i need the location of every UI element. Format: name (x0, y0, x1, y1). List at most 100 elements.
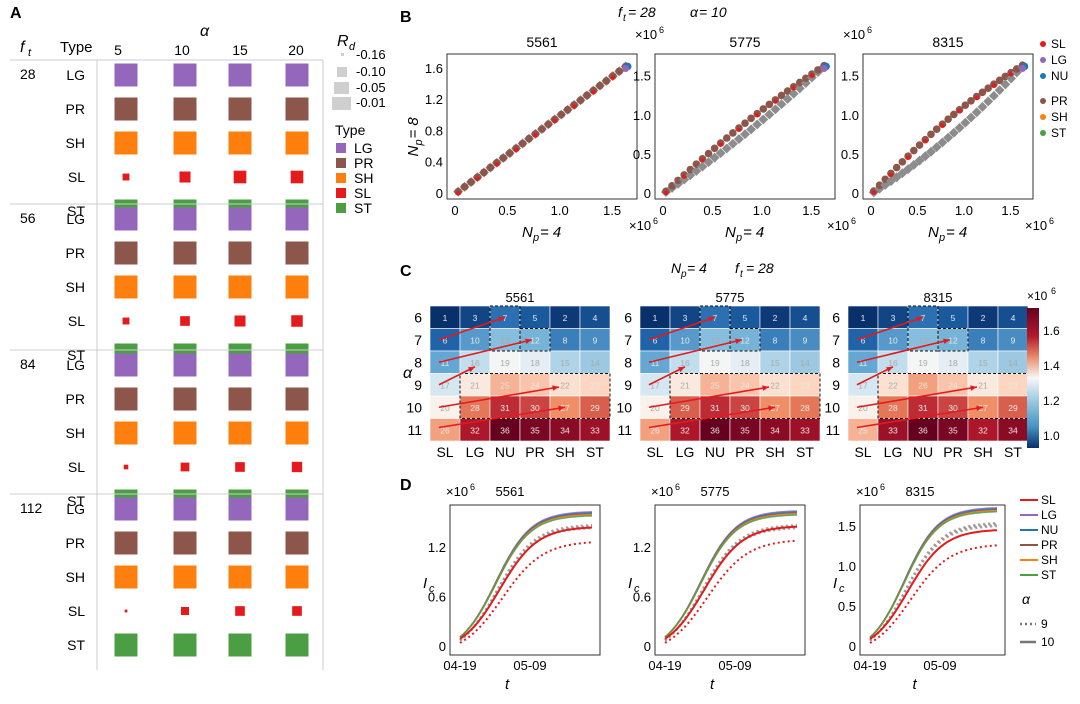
tile-pr (173, 97, 197, 121)
type-label: LG (66, 501, 85, 517)
tile-sl (180, 606, 190, 616)
y-axis-label-main: N (405, 146, 422, 157)
row-label: 7 (832, 332, 840, 348)
tile-sl (290, 170, 304, 184)
type-label: PR (66, 535, 85, 551)
curve-alpha9 (664, 523, 798, 642)
cell-rank: 17 (858, 380, 868, 390)
point-grey (903, 164, 914, 175)
cell-rank: 12 (530, 335, 540, 345)
x-tick-label: 1.5 (802, 203, 820, 218)
y-tick-label: 0.6 (428, 590, 446, 605)
curve-alpha9 (459, 526, 593, 642)
cell-rank: 1 (653, 313, 658, 323)
type-label: SL (68, 603, 85, 619)
cell-rank: 10 (888, 335, 898, 345)
point-pr (741, 119, 749, 127)
row-label: 9 (624, 377, 632, 393)
cell-rank: 30 (948, 403, 958, 413)
tile-sl (292, 606, 302, 616)
ft-value: 28 (20, 66, 36, 82)
cell-rank: 28 (800, 403, 810, 413)
curve-sl (459, 526, 593, 640)
col-label: PR (735, 444, 754, 460)
point-sl (991, 83, 997, 88)
row-label: 9 (414, 377, 422, 393)
tile-lg (114, 63, 138, 87)
point-grey (764, 109, 775, 120)
cell-rank: 8 (981, 335, 986, 345)
type-label: ST (67, 203, 85, 219)
tile-st (285, 633, 309, 657)
tile-lg (173, 63, 197, 87)
type-legend-lg: LG (354, 140, 373, 156)
cell-rank: 20 (858, 403, 868, 413)
type-legend-title: Type (335, 122, 366, 138)
type-label: SH (66, 569, 85, 585)
cell-rank: 9 (803, 335, 808, 345)
point-grey (746, 124, 757, 135)
tile-sh (114, 565, 138, 589)
point-pr (486, 163, 495, 172)
type-label: SH (66, 279, 85, 295)
arrow-line (648, 338, 743, 364)
cell-rank: 17 (440, 380, 450, 390)
tile-st (228, 633, 252, 657)
cell-rank: 33 (800, 425, 810, 435)
tile-sl (179, 171, 191, 183)
arrow-line (648, 406, 776, 429)
curve-alpha9 (664, 525, 798, 642)
y-tick-label: 1.0 (633, 108, 651, 123)
panel-b-alpha-val: = 10 (699, 4, 727, 20)
cell-rank: 18 (740, 358, 750, 368)
point-pr (898, 158, 907, 166)
cell-rank: 18 (530, 358, 540, 368)
x-tick-label: 1.0 (955, 203, 973, 218)
tile-lg (285, 497, 309, 521)
point-sl (957, 109, 962, 114)
point-pr (596, 81, 604, 90)
b-legend-dot-pr (1040, 98, 1046, 104)
point-grey (703, 157, 714, 168)
point-pr (967, 96, 975, 105)
col-label: SL (646, 444, 663, 460)
cell-rank: 1 (861, 313, 866, 323)
colorbar-tick-4: 1.0 (1043, 429, 1060, 443)
y-tick-label: 0.4 (425, 155, 443, 170)
panel-c-np-sub: p (680, 269, 687, 280)
x-tick-label: 05-09 (718, 658, 751, 673)
arrow-head (558, 405, 565, 411)
point-grey (758, 114, 769, 125)
point-grey (983, 96, 994, 107)
d-legend-alpha10: 10 (1041, 635, 1055, 649)
y-axis-label: I (628, 575, 632, 592)
point-pr (915, 141, 924, 149)
y-tick-label: 1.5 (838, 519, 856, 534)
y-axis-label: I (833, 575, 837, 592)
panel-c-np: N (671, 260, 682, 276)
tile-sl (235, 606, 245, 616)
cell-rank: 6 (861, 335, 866, 345)
arrow-line (856, 406, 984, 429)
point-sl (455, 190, 461, 196)
type-label: LG (66, 67, 85, 83)
tile-st (173, 633, 197, 657)
panel-c-header: N p = 4 f t = 28 (671, 260, 774, 280)
x-axis-label: N (725, 224, 736, 241)
tile-pr (173, 387, 197, 411)
rd-swatch-4 (332, 97, 351, 110)
type-label: SL (68, 313, 85, 329)
row-label: 10 (824, 399, 840, 415)
tile-pr (114, 97, 138, 121)
row-label: 10 (406, 399, 422, 415)
type-label: PR (66, 101, 85, 117)
point-pr (875, 181, 884, 189)
col-label: ST (1004, 444, 1022, 460)
point-pr (978, 88, 987, 97)
cell-rank: 26 (918, 380, 928, 390)
rd-swatch-3 (334, 82, 349, 94)
cell-rank: 20 (440, 403, 450, 413)
point-pr (674, 176, 682, 185)
tile-pr (285, 241, 309, 265)
